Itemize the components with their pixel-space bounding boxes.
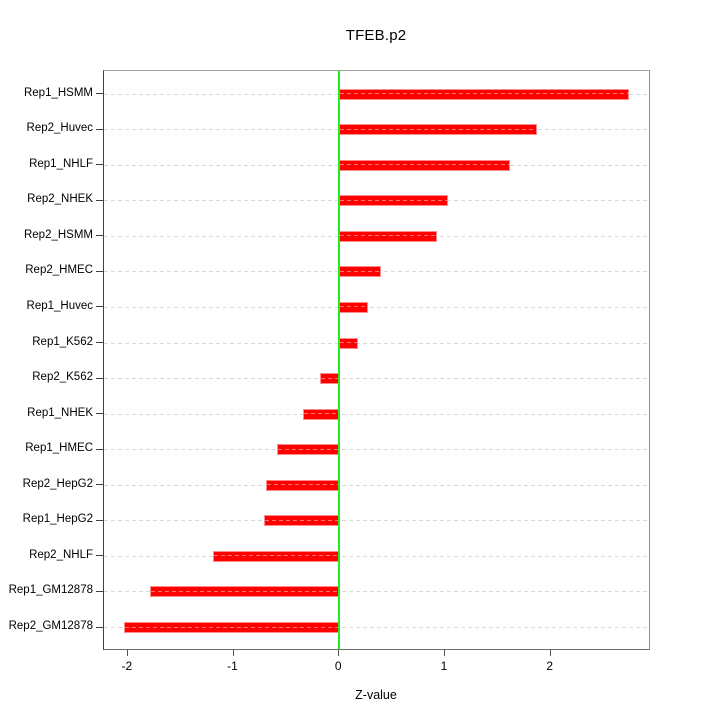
bar-Rep2_NHLF	[213, 550, 340, 562]
bar-Rep1_Huvec	[339, 301, 368, 313]
y-axis-tick	[96, 484, 103, 486]
x-axis-tick	[126, 650, 128, 656]
x-axis-tick	[338, 650, 340, 656]
y-axis-tick-label: Rep1_GM12878	[8, 584, 93, 597]
bar-gridline-overlay	[340, 270, 381, 272]
y-axis-tick	[96, 199, 103, 201]
row-gridline	[104, 520, 649, 522]
y-axis-tick-label: Rep2_NHEK	[27, 193, 93, 206]
bar-gridline-overlay	[265, 519, 339, 521]
row-gridline	[104, 555, 649, 557]
bar-gridline-overlay	[321, 377, 339, 379]
y-axis-tick-label: Rep2_HepG2	[22, 477, 93, 490]
y-axis-tick-label: Rep1_NHEK	[27, 406, 93, 419]
bar-gridline-overlay	[340, 235, 437, 237]
bar-Rep2_K562	[320, 373, 340, 384]
bar-Rep2_HSMM	[339, 230, 438, 242]
bar-Rep1_NHEK	[303, 408, 340, 420]
y-axis-tick-label: Rep2_GM12878	[8, 620, 93, 632]
row-gridline	[104, 484, 649, 486]
y-axis-tick-label: Rep1_HMEC	[25, 442, 93, 455]
bar-Rep1_GM12878	[150, 586, 340, 598]
y-axis-tick	[96, 164, 103, 166]
y-axis-tick	[96, 270, 103, 272]
row-gridline	[104, 449, 649, 451]
x-axis-tick-label: 2	[546, 659, 554, 673]
y-axis-tick-label: Rep1_NHLF	[29, 157, 93, 170]
bar-Rep1_HSMM	[339, 88, 629, 100]
y-axis-tick-label: Rep2_K562	[32, 371, 93, 383]
bar-Rep1_K562	[339, 337, 359, 349]
y-axis-tick-label: Rep1_HepG2	[22, 513, 93, 526]
x-axis-tick	[232, 650, 234, 656]
row-gridline	[104, 627, 649, 628]
x-axis-tick-label: -1	[227, 659, 238, 673]
y-axis-tick	[96, 342, 103, 343]
y-axis-tick	[96, 93, 103, 94]
bar-Rep2_Huvec	[339, 124, 537, 136]
y-axis-tick	[96, 306, 103, 308]
y-axis-tick-label: Rep2_Huvec	[26, 122, 93, 135]
bar-gridline-overlay	[340, 199, 448, 201]
bar-Rep1_HepG2	[264, 515, 340, 527]
y-axis-tick	[96, 555, 103, 557]
bar-gridline-overlay	[340, 93, 628, 94]
y-axis-tick-label: Rep1_K562	[32, 335, 93, 348]
y-axis-tick	[96, 235, 103, 237]
row-gridline	[104, 378, 649, 379]
y-axis-tick	[96, 377, 103, 379]
bar-Rep1_HMEC	[276, 444, 340, 456]
x-axis-tick-label: 0	[334, 659, 342, 673]
y-axis-tick	[96, 590, 103, 592]
bar-gridline-overlay	[340, 306, 367, 308]
y-axis-tick-label: Rep2_HMEC	[25, 264, 93, 277]
row-gridline	[104, 306, 649, 308]
y-axis-tick-label: Rep1_HSMM	[23, 86, 93, 99]
y-axis-tick-label: Rep2_NHLF	[29, 548, 93, 561]
y-axis-tick	[96, 626, 103, 628]
y-axis-tick	[96, 448, 103, 450]
y-axis-tick	[96, 519, 103, 521]
bar-gridline-overlay	[340, 128, 536, 130]
bar-Rep2_HMEC	[339, 266, 382, 278]
plot-area	[103, 70, 650, 650]
bar-Rep2_NHEK	[339, 195, 449, 207]
bar-gridline-overlay	[340, 342, 358, 343]
row-gridline	[104, 413, 649, 415]
x-axis-tick	[549, 650, 551, 656]
bar-gridline-overlay	[267, 484, 339, 486]
bar-Rep1_NHLF	[339, 159, 511, 171]
bar-Rep2_HepG2	[266, 479, 340, 491]
row-gridline	[104, 342, 649, 344]
y-axis-tick	[96, 128, 103, 130]
bar-gridline-overlay	[124, 626, 339, 628]
row-gridline	[104, 591, 649, 593]
x-axis-tick-label: 1	[440, 659, 448, 673]
bar-gridline-overlay	[151, 590, 339, 592]
bar-gridline-overlay	[277, 448, 339, 450]
zero-reference-line	[338, 71, 341, 649]
x-axis-tick-label: -2	[121, 659, 133, 673]
x-axis-label: Z-value	[355, 688, 397, 702]
chart-title: TFEB.p2	[345, 27, 407, 44]
x-axis-tick	[444, 650, 445, 656]
y-axis-tick-label: Rep1_Huvec	[26, 299, 93, 312]
y-axis-tick	[96, 413, 103, 415]
bar-gridline-overlay	[340, 164, 510, 166]
bar-gridline-overlay	[304, 413, 339, 415]
bar-gridline-overlay	[214, 555, 339, 557]
y-axis-tick-label: Rep2_HSMM	[23, 228, 93, 241]
bar-Rep2_GM12878	[123, 622, 340, 633]
